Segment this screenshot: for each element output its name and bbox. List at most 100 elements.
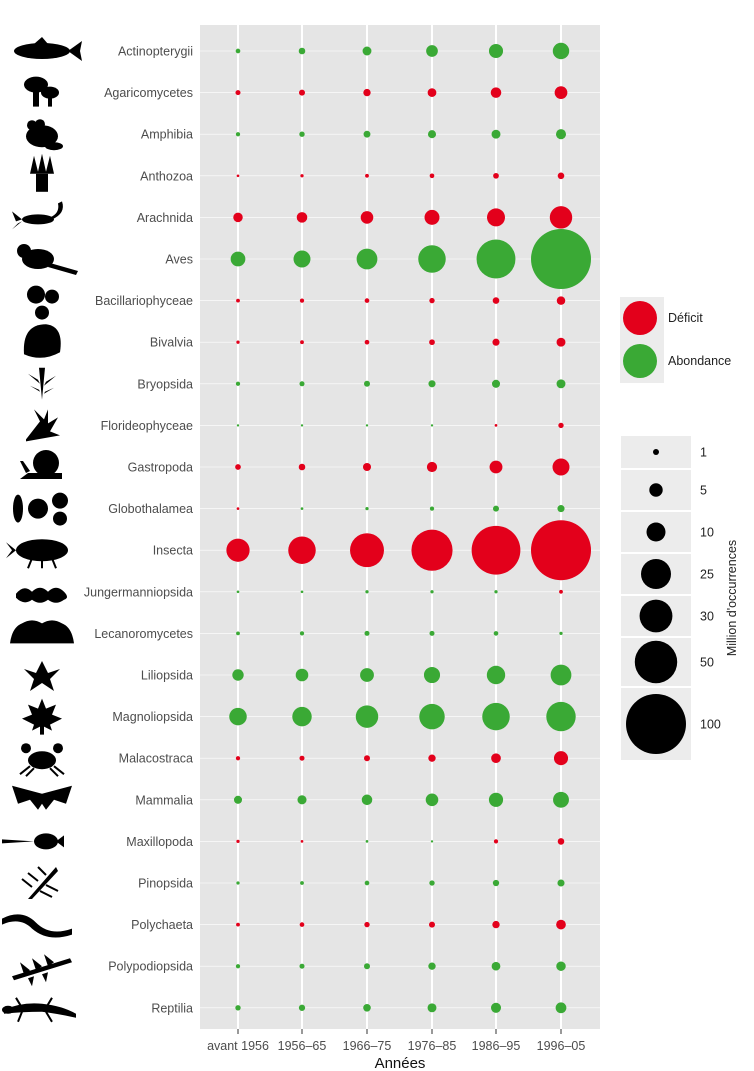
legend-label-deficit: Déficit <box>668 311 703 325</box>
data-point <box>236 298 240 303</box>
data-point <box>419 703 445 730</box>
data-point <box>233 795 243 804</box>
y-tick-label: Reptilia <box>151 1001 193 1015</box>
data-point <box>493 839 499 844</box>
data-point <box>299 922 305 927</box>
data-point <box>493 172 499 179</box>
x-axis-title: Années <box>375 1055 426 1071</box>
data-point <box>426 45 438 57</box>
data-point <box>429 297 435 304</box>
data-point <box>293 250 311 268</box>
data-point <box>299 89 305 96</box>
salamander-icon <box>2 997 76 1023</box>
data-point <box>364 921 370 928</box>
data-point <box>557 879 565 887</box>
data-point <box>488 792 504 807</box>
data-point <box>226 538 250 562</box>
y-tick-label: Florideophyceae <box>101 419 193 433</box>
y-tick-label: Malacostraca <box>119 752 193 766</box>
data-point <box>296 212 308 223</box>
size-legend-dot <box>634 640 678 684</box>
worm-icon <box>2 914 72 938</box>
data-point <box>298 1004 306 1011</box>
data-point <box>236 340 240 344</box>
data-point <box>427 130 437 139</box>
data-point <box>556 337 566 347</box>
liverwort-icon <box>16 587 67 603</box>
data-point <box>552 458 570 476</box>
data-point <box>559 589 563 594</box>
size-legend-label: 10 <box>700 526 714 540</box>
data-point <box>235 90 241 96</box>
data-point <box>427 88 437 97</box>
x-tick-label: 1996–05 <box>537 1039 586 1053</box>
size-legend-label: 50 <box>700 656 714 670</box>
data-point <box>299 755 305 761</box>
data-point <box>236 424 240 427</box>
data-point <box>471 525 521 575</box>
data-point <box>300 340 304 345</box>
data-point <box>364 298 370 303</box>
legend-key-deficit <box>623 301 657 335</box>
bird-icon <box>17 244 78 275</box>
data-point <box>362 46 372 56</box>
data-point <box>236 631 240 636</box>
frog-icon <box>26 119 63 151</box>
x-tick-label: 1956–65 <box>278 1039 327 1053</box>
gridlines-y <box>200 50 600 1009</box>
data-point <box>299 298 305 303</box>
size-legend-label: 5 <box>700 484 707 498</box>
size-legend-label: 1 <box>700 446 707 460</box>
data-point <box>553 791 569 808</box>
fish-icon <box>14 37 82 61</box>
data-point <box>299 381 305 387</box>
size-legend-dot <box>626 694 686 754</box>
legend-label-abondance: Abondance <box>668 354 731 368</box>
data-point <box>424 209 440 225</box>
data-point <box>299 963 305 969</box>
data-point <box>363 88 371 97</box>
data-point <box>233 212 243 223</box>
data-point <box>490 1002 502 1013</box>
y-tick-label: Polychaeta <box>131 918 193 932</box>
data-point <box>491 379 501 388</box>
data-point <box>365 590 369 594</box>
data-point <box>482 702 510 731</box>
color-legend: Déficit Abondance <box>620 297 731 383</box>
data-point <box>492 338 500 346</box>
y-tick-label: Anthozoa <box>140 169 193 183</box>
y-tick-label: Maxillopoda <box>126 835 193 849</box>
data-point <box>494 590 498 594</box>
data-point <box>430 590 434 594</box>
bat-icon <box>12 785 72 810</box>
data-point <box>489 460 503 474</box>
data-point <box>365 506 369 511</box>
data-point <box>356 248 378 270</box>
data-point <box>230 251 246 267</box>
data-point <box>491 961 501 971</box>
data-point <box>546 701 576 732</box>
data-point <box>427 1003 437 1013</box>
data-point <box>553 751 569 766</box>
data-point <box>429 921 435 928</box>
data-point <box>430 424 434 427</box>
data-point <box>364 755 370 762</box>
data-point <box>232 669 244 681</box>
data-point <box>531 229 591 289</box>
data-point <box>418 245 446 273</box>
data-point <box>300 840 304 843</box>
data-point <box>297 795 307 805</box>
lily-icon <box>24 661 60 691</box>
y-tick-label: Bryopsida <box>137 377 193 391</box>
data-point <box>430 840 434 843</box>
data-point <box>300 507 304 510</box>
data-point <box>236 839 240 844</box>
data-point <box>365 424 369 427</box>
y-tick-label: Bacillariophyceae <box>95 294 193 308</box>
data-point <box>300 174 304 178</box>
data-point <box>428 754 436 762</box>
y-tick-label: Aves <box>165 253 193 267</box>
data-point <box>423 666 441 684</box>
legend-key-abondance <box>623 344 657 378</box>
